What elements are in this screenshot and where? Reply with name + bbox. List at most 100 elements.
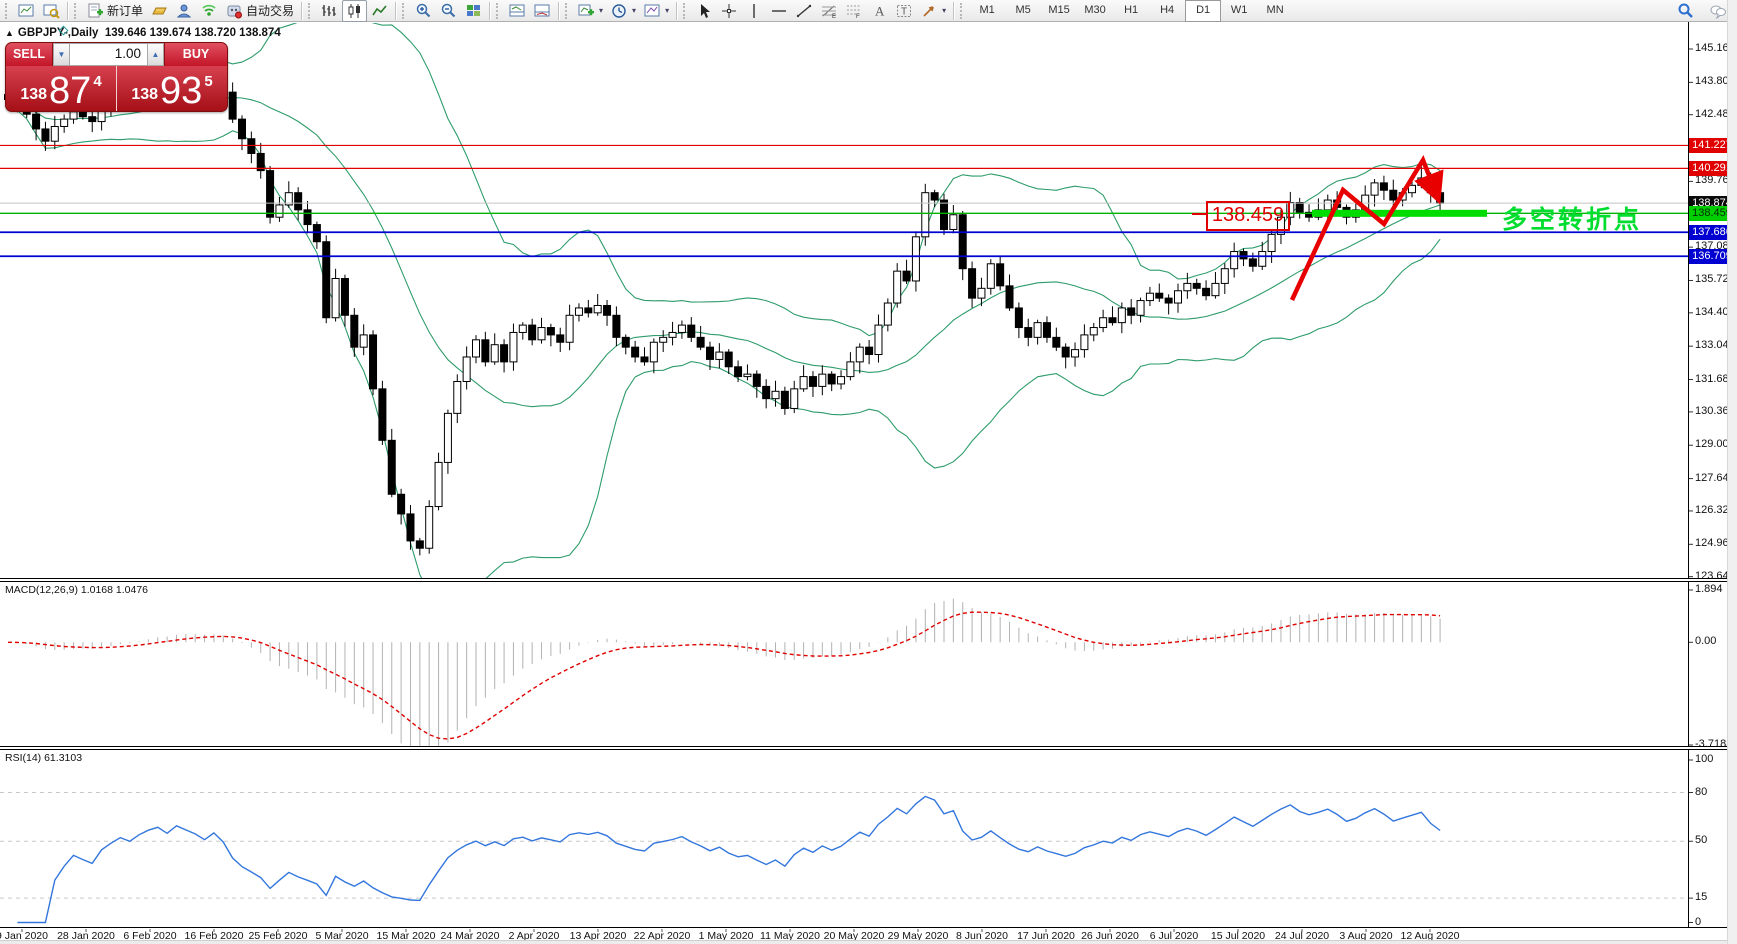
bollinger-middle-band (7, 96, 1441, 408)
chevron-down-icon[interactable]: ▾ (665, 6, 670, 15)
date-axis-label: 29 May 2020 (887, 930, 949, 942)
toolbar-drag-handle[interactable] (74, 2, 80, 19)
community-button[interactable] (1706, 0, 1731, 22)
candle-body (734, 366, 743, 378)
timeframe-m5-button[interactable]: M5 (1015, 3, 1031, 16)
volume-decrease-button[interactable]: ▼ (53, 43, 70, 66)
candle-body (1239, 251, 1248, 260)
horizontal-line-button[interactable] (767, 0, 792, 22)
fibonacci-expansion-button[interactable]: F (842, 0, 867, 22)
rsi-tick-label: 50 (1695, 834, 1708, 847)
signals-button[interactable] (197, 0, 222, 22)
sell-price-pip: 4 (93, 73, 102, 90)
timeframe-m30-button[interactable]: M30 (1084, 3, 1106, 16)
fibonacci-button[interactable]: E (817, 0, 842, 22)
sell-price[interactable]: 138 87 4 (6, 66, 117, 111)
line-chart-button[interactable] (367, 0, 392, 22)
chevron-down-icon[interactable]: ▾ (599, 6, 604, 15)
sell-button[interactable]: SELL (6, 43, 53, 66)
add-indicator-button[interactable]: ▾ (574, 0, 607, 22)
candle-body (677, 324, 686, 333)
zoom-out-button[interactable] (436, 0, 461, 22)
price-tick-label: 139.760 (1695, 174, 1735, 187)
price-badge: 140.291 (1689, 160, 1735, 176)
buy-price[interactable]: 138 93 5 (117, 66, 227, 111)
svg-text:A: A (875, 3, 885, 18)
toolbar-drag-handle[interactable] (960, 2, 966, 19)
volume-input[interactable]: 1.00 (70, 43, 147, 66)
toolbar-separator (395, 1, 397, 20)
candle-body (780, 390, 789, 409)
toolbar-drag-handle[interactable] (683, 2, 689, 19)
text-label-button[interactable]: T (892, 0, 917, 22)
market-watch-button[interactable] (147, 0, 172, 22)
text-icon: A (875, 3, 885, 18)
macd-tick-label: 0.00 (1695, 635, 1717, 648)
rsi-label: RSI(14) 61.3103 (5, 752, 83, 764)
candle-body (509, 331, 518, 363)
price-badge: 141.227 (1689, 137, 1735, 153)
trendline-button[interactable] (792, 0, 817, 22)
crosshair-button[interactable] (717, 0, 742, 22)
window-scrollbar[interactable] (1727, 0, 1737, 944)
timeframe-h1-button[interactable]: H1 (1124, 3, 1139, 16)
timeframe-d1-button[interactable]: D1 (1185, 0, 1222, 22)
date-axis-label: 17 Jun 2020 (1017, 930, 1075, 942)
collapse-arrow-icon[interactable]: ▲ (5, 28, 14, 38)
candle-body (865, 346, 874, 356)
chevron-down-icon[interactable]: ▾ (942, 6, 947, 15)
macd-tick-label: 1.894 (1695, 582, 1723, 595)
turning-point-bar[interactable] (1312, 209, 1487, 217)
timeframe-mn-button[interactable]: MN (1266, 3, 1284, 16)
pane-divider-main-macd[interactable] (0, 578, 1737, 582)
candle-body (275, 204, 284, 218)
candle-body (1108, 317, 1117, 324)
timeframe-m1-button[interactable]: M1 (979, 3, 995, 16)
chart-window-button[interactable] (14, 0, 39, 22)
search-button[interactable] (1673, 0, 1698, 22)
candle-body (359, 334, 368, 348)
candle-body (649, 341, 658, 363)
toolbar-drag-handle[interactable] (5, 2, 11, 19)
vertical-line-button[interactable] (742, 0, 767, 22)
toolbar-drag-handle[interactable] (402, 2, 408, 19)
candle-body (1361, 194, 1370, 211)
autotrade-button[interactable]: 自动交易 (222, 0, 298, 22)
candle-body (659, 336, 668, 343)
pane-divider-macd-rsi[interactable] (0, 746, 1737, 750)
text-button[interactable]: A (867, 0, 892, 22)
candlestick-chart-button[interactable] (342, 0, 368, 22)
templates-button[interactable]: ▾ (640, 0, 673, 22)
candle-body (1117, 307, 1126, 324)
timeframe-w1-button[interactable]: W1 (1230, 3, 1248, 16)
date-axis-label: 16 Feb 2020 (184, 930, 244, 942)
toolbar-drag-handle[interactable] (308, 2, 314, 19)
candle-body (1230, 251, 1239, 270)
indicator-list-button[interactable] (530, 0, 555, 22)
navigator-button[interactable] (172, 0, 197, 22)
date-axis-label: 1 May 2020 (698, 930, 754, 942)
price-tick-label: 130.360 (1695, 404, 1735, 417)
timeframe-m15-button[interactable]: M15 (1048, 3, 1070, 16)
price-flag-annotation[interactable]: 138.459 (1206, 201, 1290, 231)
indicator-window-button[interactable] (505, 0, 530, 22)
turning-point-text[interactable]: 多空转折点 (1502, 206, 1643, 234)
volume-increase-button[interactable]: ▲ (147, 43, 164, 66)
bar-chart-button[interactable] (317, 0, 342, 22)
cursor-button[interactable] (692, 0, 717, 22)
macd-label: MACD(12,26,9) 1.0168 1.0476 (5, 584, 149, 596)
shapes-button[interactable]: ▾ (917, 0, 950, 22)
toolbar-drag-handle[interactable] (496, 2, 502, 19)
zoom-in-button[interactable] (411, 0, 436, 22)
new-order-button[interactable]: 新订单 (83, 0, 147, 22)
timeframe-h4-button[interactable]: H4 (1160, 3, 1175, 16)
buy-button[interactable]: BUY (164, 43, 227, 66)
zigzag-arrow-annotation[interactable] (1289, 154, 1444, 301)
horizontal-line-icon (772, 9, 787, 12)
profiles-button[interactable] (39, 0, 64, 22)
price-tick-label: 127.640 (1695, 471, 1735, 484)
toolbar-drag-handle[interactable] (565, 2, 571, 19)
chevron-down-icon[interactable]: ▾ (632, 6, 637, 15)
periods-clock-button[interactable]: ▾ (607, 0, 640, 22)
tile-windows-button[interactable] (461, 0, 486, 22)
